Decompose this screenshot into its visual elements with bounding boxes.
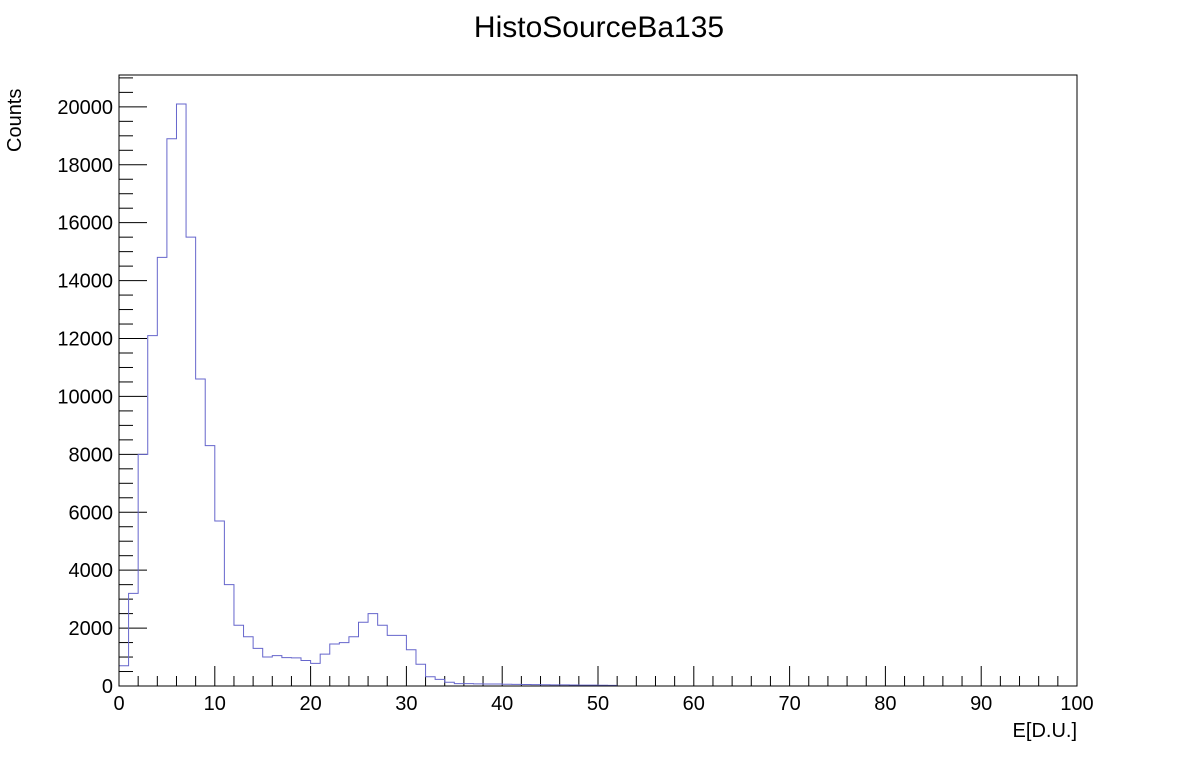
x-tick-label: 0 [113, 693, 124, 715]
y-tick-label: 8000 [69, 444, 114, 466]
axes: 0 10 20 30 40 50 60 70 80 90 100 0 2000 4000 6000 8000 1… [57, 77, 1094, 715]
x-tick-label: 10 [204, 693, 226, 715]
x-tick-label: 80 [874, 693, 896, 715]
y-tick-label: 14000 [57, 271, 113, 293]
plot-frame [118, 74, 1078, 687]
x-tick-label: 60 [683, 693, 705, 715]
histogram-line [118, 103, 618, 686]
x-tick-label: 40 [491, 693, 513, 715]
y-tick-label: 18000 [57, 155, 113, 177]
y-tick-label: 12000 [57, 329, 113, 351]
x-tick-label: 20 [299, 693, 321, 715]
y-tick-label: 20000 [57, 97, 113, 119]
x-tick-label: 90 [970, 693, 992, 715]
y-axis-label: Counts [4, 89, 26, 152]
x-tick-label: 50 [587, 693, 609, 715]
y-tick-label: 2000 [69, 618, 114, 640]
chart-title: HistoSourceBa135 [474, 11, 724, 44]
x-tick-label: 30 [395, 693, 417, 715]
y-tick-label: 0 [102, 676, 113, 698]
x-tick-label: 70 [778, 693, 800, 715]
y-tick-label: 16000 [57, 213, 113, 235]
y-tick-label: 6000 [69, 502, 114, 524]
y-tick-label: 4000 [69, 560, 114, 582]
x-axis-label: E[D.U.] [1013, 720, 1077, 742]
y-tick-label: 10000 [57, 386, 113, 408]
x-tick-label: 100 [1060, 693, 1093, 715]
